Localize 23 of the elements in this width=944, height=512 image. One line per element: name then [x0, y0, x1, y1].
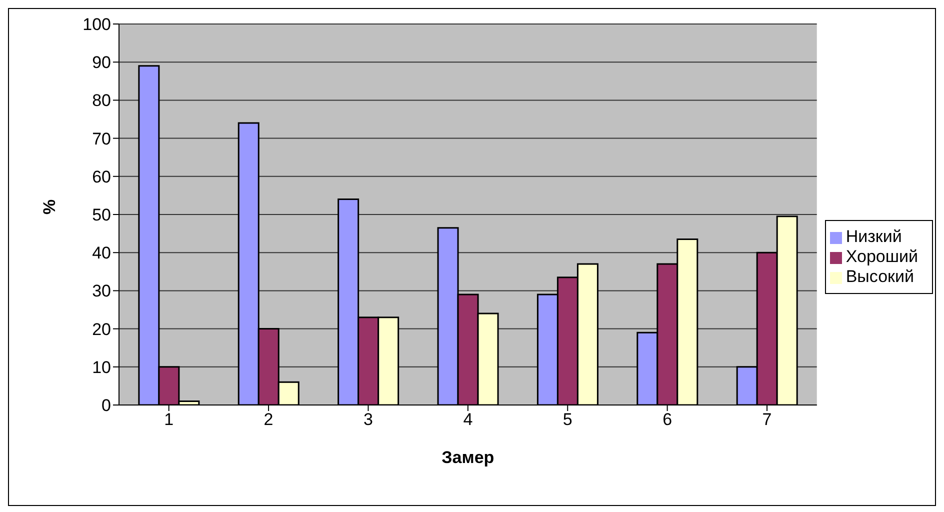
legend-label: Низкий [846, 227, 902, 246]
legend-label: Высокий [846, 267, 914, 286]
y-axis-title: % [40, 199, 60, 214]
y-tick-label: 100 [82, 15, 111, 34]
x-tick-label: 6 [662, 410, 672, 430]
x-tick-label: 5 [562, 410, 572, 430]
y-tick-label: 80 [92, 91, 111, 110]
y-tick-label: 10 [92, 358, 111, 377]
x-tick-label: 7 [762, 410, 772, 430]
y-tick-label: 40 [92, 244, 111, 263]
y-tick-label: 70 [92, 129, 111, 148]
y-tick-label: 0 [102, 396, 111, 416]
x-tick-label: 4 [463, 410, 473, 430]
y-tick-label: 90 [92, 53, 111, 72]
x-axis-title: Замер [442, 448, 494, 467]
y-tick-label: 50 [92, 206, 111, 225]
y-tick-label: 60 [92, 167, 111, 186]
x-tick-label: 1 [164, 410, 174, 430]
x-tick-label: 2 [264, 410, 274, 430]
x-tick-label: 3 [363, 410, 373, 430]
y-tick-label: 30 [92, 282, 111, 301]
legend-label: Хороший [846, 247, 918, 266]
y-tick-label: 20 [92, 320, 111, 339]
